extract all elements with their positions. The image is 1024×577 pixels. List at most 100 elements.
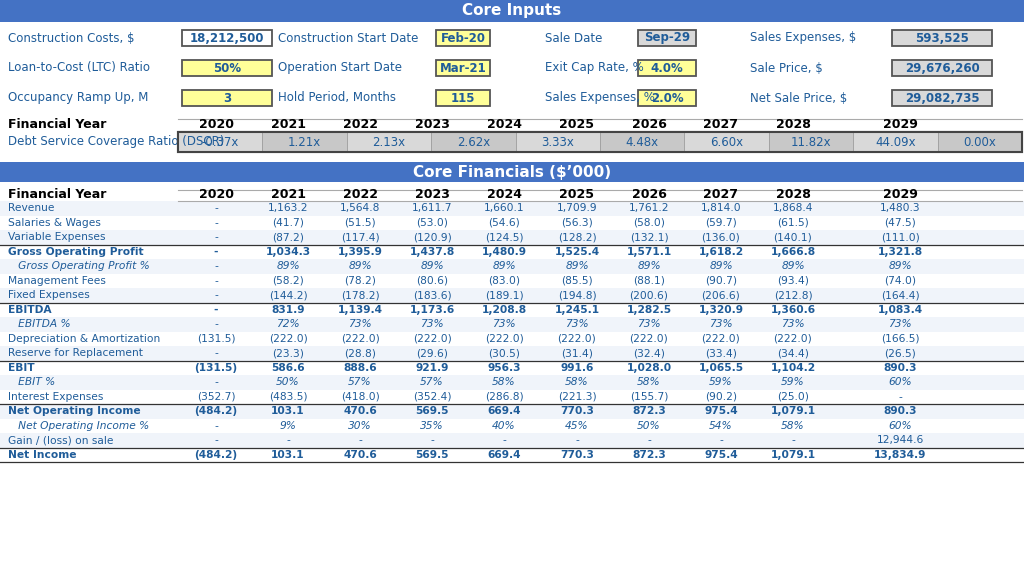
Bar: [0, 361, 1024, 375]
Text: 58%: 58%: [493, 377, 516, 387]
Text: (194.8): (194.8): [558, 290, 596, 300]
Text: 2026: 2026: [632, 189, 667, 201]
Text: (178.2): (178.2): [341, 290, 379, 300]
Text: 991.6: 991.6: [560, 363, 594, 373]
Text: 669.4: 669.4: [487, 406, 521, 416]
Bar: [0, 433, 1024, 448]
Text: (33.4): (33.4): [706, 349, 737, 358]
Text: 1,321.8: 1,321.8: [878, 247, 923, 257]
Bar: [853, 132, 938, 152]
Text: 0.00x: 0.00x: [964, 136, 996, 148]
Text: (29.6): (29.6): [416, 349, 447, 358]
Text: -: -: [719, 435, 723, 445]
Text: 2024: 2024: [486, 118, 521, 132]
Text: -: -: [214, 319, 218, 329]
Text: (41.7): (41.7): [272, 218, 304, 228]
Text: Interest Expenses: Interest Expenses: [8, 392, 103, 402]
Text: (183.6): (183.6): [413, 290, 452, 300]
Bar: [892, 30, 992, 46]
Text: EBITDA: EBITDA: [8, 305, 51, 314]
Text: -: -: [502, 435, 506, 445]
Text: (164.4): (164.4): [881, 290, 920, 300]
Text: (418.0): (418.0): [341, 392, 379, 402]
Text: 58%: 58%: [637, 377, 660, 387]
Bar: [938, 132, 1022, 152]
Text: (25.0): (25.0): [777, 392, 809, 402]
Text: Reserve for Replacement: Reserve for Replacement: [8, 349, 143, 358]
Text: 1,245.1: 1,245.1: [554, 305, 600, 314]
Text: 1,618.2: 1,618.2: [698, 247, 743, 257]
Text: 1,480.9: 1,480.9: [481, 247, 526, 257]
Text: 2020: 2020: [199, 118, 233, 132]
Text: 58%: 58%: [565, 377, 589, 387]
Text: Core Financials ($’000): Core Financials ($’000): [413, 164, 611, 179]
Text: 569.5: 569.5: [416, 406, 449, 416]
Text: Gross Operating Profit %: Gross Operating Profit %: [8, 261, 150, 271]
Text: Operation Start Date: Operation Start Date: [278, 62, 402, 74]
Text: -: -: [214, 218, 218, 228]
Text: (30.5): (30.5): [488, 349, 520, 358]
Text: (484.2): (484.2): [195, 406, 238, 416]
Text: 569.5: 569.5: [416, 449, 449, 460]
Text: Management Fees: Management Fees: [8, 276, 105, 286]
Text: -: -: [214, 261, 218, 271]
Text: Sales Expenses, $: Sales Expenses, $: [750, 32, 856, 44]
Text: (140.1): (140.1): [773, 233, 812, 242]
Text: (26.5): (26.5): [884, 349, 915, 358]
Text: 44.09x: 44.09x: [876, 136, 915, 148]
Text: 1,079.1: 1,079.1: [770, 449, 815, 460]
Text: 1,083.4: 1,083.4: [878, 305, 923, 314]
Text: 103.1: 103.1: [271, 406, 305, 416]
Text: (85.5): (85.5): [561, 276, 593, 286]
Text: (128.2): (128.2): [558, 233, 596, 242]
Text: Sep-29: Sep-29: [644, 32, 690, 44]
Text: 1,571.1: 1,571.1: [627, 247, 672, 257]
Text: 45%: 45%: [565, 421, 589, 431]
Text: -: -: [214, 233, 218, 242]
Text: (222.0): (222.0): [701, 334, 740, 344]
Text: (23.3): (23.3): [272, 349, 304, 358]
Text: Exit Cap Rate, %: Exit Cap Rate, %: [545, 62, 644, 74]
Bar: [600, 132, 684, 152]
Text: Occupancy Ramp Up, M: Occupancy Ramp Up, M: [8, 92, 148, 104]
Bar: [178, 132, 262, 152]
Bar: [347, 132, 431, 152]
Text: (83.0): (83.0): [488, 276, 520, 286]
Text: 115: 115: [451, 92, 475, 104]
Text: (58.0): (58.0): [633, 218, 665, 228]
Bar: [638, 30, 696, 46]
Bar: [262, 132, 347, 152]
Bar: [0, 302, 1024, 317]
Text: (93.4): (93.4): [777, 276, 809, 286]
Text: (80.6): (80.6): [416, 276, 449, 286]
Text: 1,208.8: 1,208.8: [481, 305, 526, 314]
Bar: [0, 230, 1024, 245]
Text: Revenue: Revenue: [8, 203, 54, 213]
Text: 2022: 2022: [342, 189, 378, 201]
Text: 2.0%: 2.0%: [650, 92, 683, 104]
Text: (61.5): (61.5): [777, 218, 809, 228]
Text: 1,868.4: 1,868.4: [773, 203, 813, 213]
Text: 2023: 2023: [415, 118, 450, 132]
Text: -: -: [575, 435, 579, 445]
Text: (111.0): (111.0): [881, 233, 920, 242]
Text: Loan-to-Cost (LTC) Ratio: Loan-to-Cost (LTC) Ratio: [8, 62, 150, 74]
Text: 2.62x: 2.62x: [457, 136, 490, 148]
Text: 1,163.2: 1,163.2: [267, 203, 308, 213]
Text: 60%: 60%: [888, 421, 911, 431]
Text: 975.4: 975.4: [705, 449, 738, 460]
Text: 89%: 89%: [637, 261, 660, 271]
Text: -: -: [214, 203, 218, 213]
Text: Gross Operating Profit: Gross Operating Profit: [8, 247, 143, 257]
Text: 103.1: 103.1: [271, 449, 305, 460]
Text: 73%: 73%: [565, 319, 589, 329]
Text: 2027: 2027: [703, 189, 738, 201]
Text: 1,173.6: 1,173.6: [410, 305, 455, 314]
Text: Net Income: Net Income: [8, 449, 77, 460]
Text: EBIT %: EBIT %: [8, 377, 55, 387]
Text: (90.2): (90.2): [705, 392, 737, 402]
Text: (88.1): (88.1): [633, 276, 665, 286]
Text: 1,666.8: 1,666.8: [770, 247, 815, 257]
Bar: [0, 273, 1024, 288]
Text: (131.5): (131.5): [195, 363, 238, 373]
